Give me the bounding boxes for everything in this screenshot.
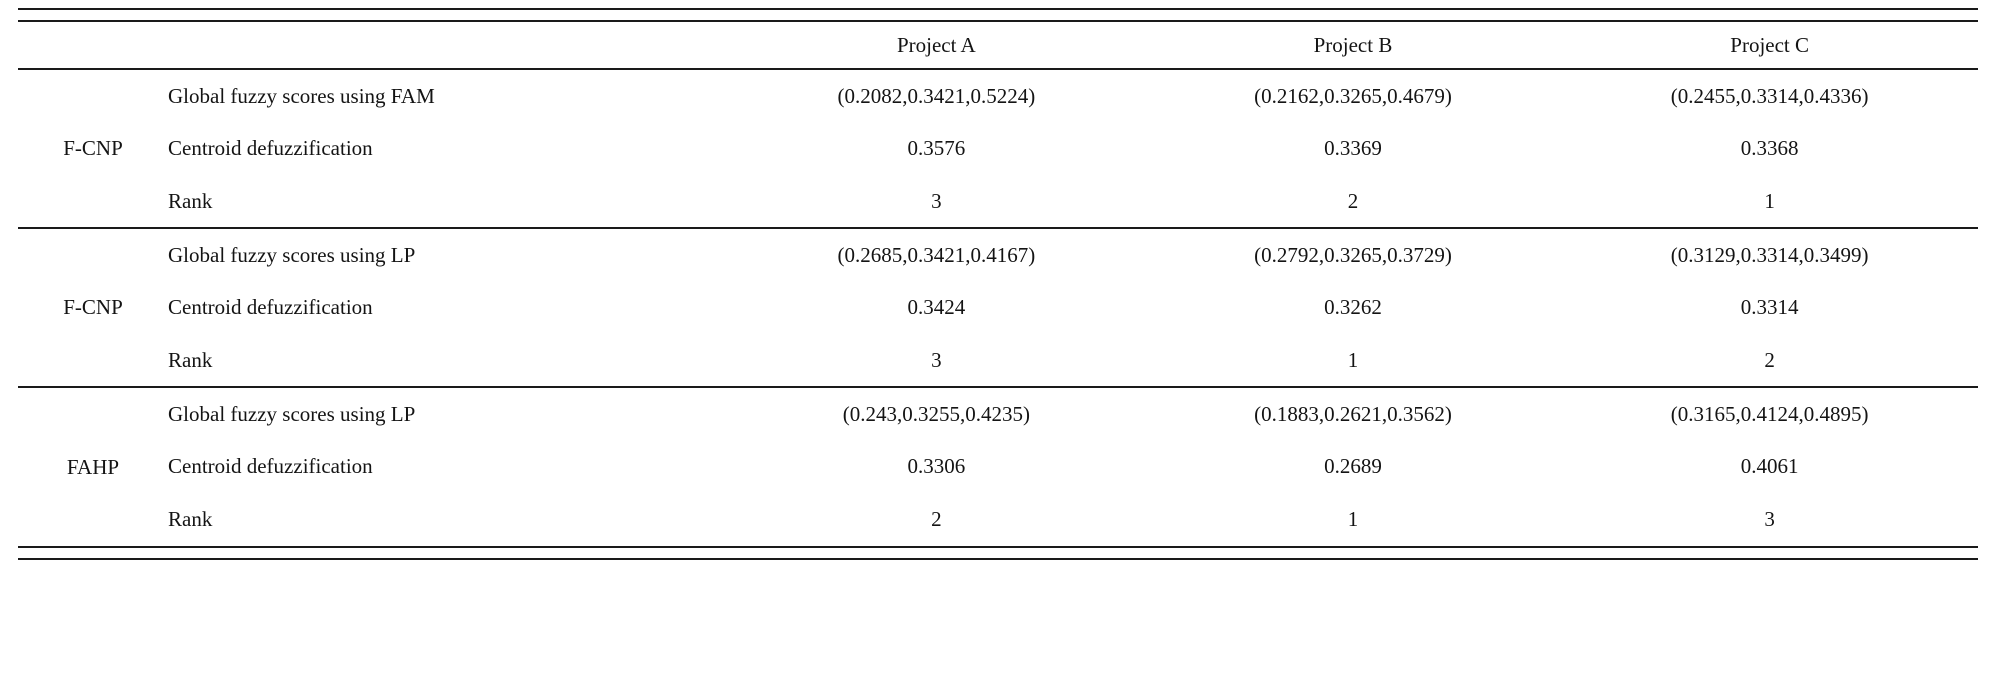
- row-label: Rank: [168, 507, 213, 531]
- cell-value: 3: [931, 188, 942, 213]
- cell-value: (0.243,0.3255,0.4235): [842, 401, 1030, 426]
- cell-value: (0.3165,0.4124,0.4895): [1670, 401, 1869, 426]
- row-label: Global fuzzy scores using FAM: [168, 83, 435, 108]
- cell-value: 0.3368: [1740, 136, 1799, 160]
- bottom-double-rule: [18, 546, 1978, 560]
- header-row: Project A Project B Project C: [18, 22, 1978, 69]
- method-group-2: F-CNP Global fuzzy scores using LP (0.26…: [18, 228, 1978, 387]
- top-double-rule: [18, 8, 1978, 22]
- cell-value: (0.1883,0.2621,0.3562): [1254, 401, 1452, 426]
- method-group-3: FAHP Global fuzzy scores using LP (0.243…: [18, 387, 1978, 546]
- header-project-b: Project B: [1313, 32, 1393, 57]
- table-row: Rank 3 1 2: [18, 334, 1978, 387]
- cell-value: 0.3576: [907, 136, 966, 160]
- table-row: F-CNP Global fuzzy scores using FAM (0.2…: [18, 69, 1978, 161]
- method-group-1: F-CNP Global fuzzy scores using FAM (0.2…: [18, 69, 1978, 228]
- cell-value: (0.2455,0.3314,0.4336): [1670, 83, 1869, 108]
- method-label: F-CNP: [63, 295, 123, 319]
- header-method-spacer: [18, 22, 168, 69]
- row-label: Global fuzzy scores using LP: [168, 401, 416, 426]
- table-row: Rank 2 1 3: [18, 493, 1978, 546]
- method-label: FAHP: [66, 454, 120, 479]
- table-row: Centroid defuzzification 0.3306 0.2689 0…: [18, 440, 1978, 493]
- table-row: Centroid defuzzification 0.3576 0.3369 0…: [18, 122, 1978, 175]
- cell-value: 0.3306: [907, 454, 966, 478]
- cell-value: 0.2689: [1324, 454, 1382, 478]
- cell-value: 2: [931, 507, 942, 531]
- cell-value: 1: [1764, 188, 1775, 213]
- cell-value: (0.2792,0.3265,0.3729): [1254, 242, 1452, 267]
- page: Project A Project B Project C F-CNP Glob…: [18, 8, 1978, 560]
- table-row: F-CNP Global fuzzy scores using LP (0.26…: [18, 228, 1978, 320]
- cell-value: (0.2685,0.3421,0.4167): [837, 242, 1036, 267]
- table-row: FAHP Global fuzzy scores using LP (0.243…: [18, 387, 1978, 479]
- table-row: Centroid defuzzification 0.3424 0.3262 0…: [18, 281, 1978, 334]
- table-row: Rank 3 2 1: [18, 175, 1978, 228]
- cell-value: 0.3262: [1324, 295, 1382, 319]
- row-label: Centroid defuzzification: [168, 454, 373, 478]
- row-label: Global fuzzy scores using LP: [168, 242, 416, 267]
- table-header: Project A Project B Project C: [18, 22, 1978, 69]
- cell-value: 2: [1347, 188, 1359, 213]
- cell-value: (0.2162,0.3265,0.4679): [1254, 83, 1452, 108]
- cell-value: 2: [1764, 347, 1775, 372]
- row-label: Centroid defuzzification: [168, 136, 373, 160]
- header-project-c: Project C: [1730, 32, 1810, 57]
- cell-value: 0.3369: [1324, 136, 1382, 160]
- cell-value: (0.2082,0.3421,0.5224): [837, 83, 1036, 108]
- cell-value: 3: [931, 347, 942, 372]
- row-label: Rank: [168, 188, 213, 213]
- method-label: F-CNP: [63, 136, 123, 160]
- comparison-table: Project A Project B Project C F-CNP Glob…: [18, 22, 1978, 546]
- cell-value: (0.3129,0.3314,0.3499): [1670, 242, 1869, 267]
- cell-value: 0.3314: [1740, 295, 1799, 319]
- cell-value: 1: [1347, 507, 1359, 531]
- header-label-spacer: [168, 22, 728, 69]
- cell-value: 1: [1347, 347, 1359, 372]
- row-label: Rank: [168, 347, 213, 372]
- cell-value: 0.4061: [1740, 454, 1799, 478]
- header-project-a: Project A: [896, 32, 976, 57]
- cell-value: 0.3424: [907, 295, 966, 319]
- row-label: Centroid defuzzification: [168, 295, 373, 319]
- cell-value: 3: [1764, 507, 1775, 531]
